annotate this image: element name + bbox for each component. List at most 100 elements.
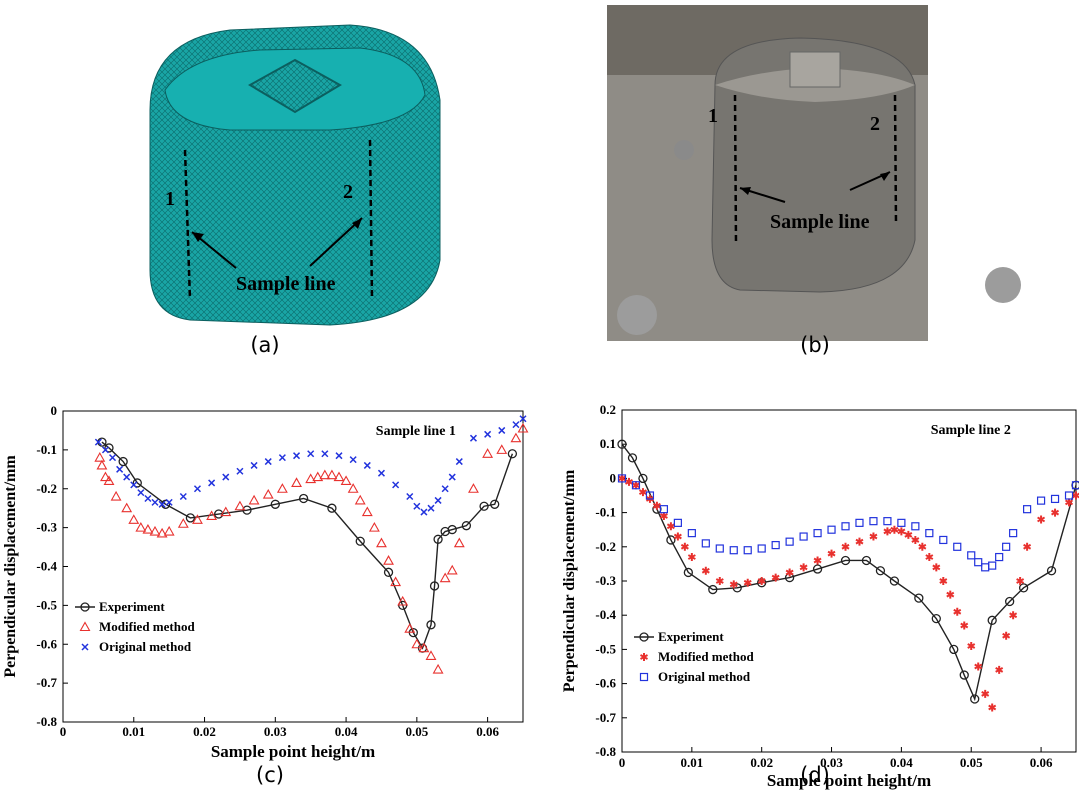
y-tick-label: 0.1 — [600, 436, 616, 451]
image-label: Sample line — [770, 211, 870, 233]
x-tick-label: 0.04 — [335, 724, 358, 739]
y-axis-label: Perpendicular displacement/mm — [2, 455, 19, 678]
legend-label: Modified method — [99, 619, 195, 634]
marker — [363, 461, 371, 469]
marker — [340, 475, 352, 486]
marker — [81, 643, 89, 651]
marker — [179, 492, 187, 501]
marker — [715, 577, 724, 585]
marker — [627, 453, 638, 463]
marker — [80, 602, 90, 612]
annotation: Sample line 2 — [931, 423, 1011, 438]
image-label: 2 — [343, 181, 353, 203]
marker — [897, 518, 906, 527]
marker — [953, 542, 962, 551]
marker — [812, 564, 823, 574]
marker — [377, 469, 385, 477]
x-tick-label: 0.02 — [750, 755, 773, 770]
marker — [355, 536, 365, 546]
marker — [144, 494, 152, 502]
marker — [911, 522, 920, 531]
marker — [490, 499, 500, 509]
marker — [461, 521, 472, 531]
marker — [918, 542, 927, 551]
marker — [967, 641, 976, 650]
marker — [687, 553, 696, 562]
legend-item: Original method — [81, 639, 192, 654]
marker — [418, 642, 430, 653]
marker — [855, 537, 864, 546]
marker — [1002, 631, 1011, 640]
y-tick-label: -0.7 — [36, 675, 57, 690]
marker — [683, 567, 694, 578]
marker — [939, 535, 948, 545]
photo: 1 2 Sample line — [607, 5, 1021, 341]
marker — [121, 502, 133, 513]
plot-frame — [62, 410, 524, 723]
legend-label: Original method — [658, 669, 751, 684]
marker — [729, 546, 738, 555]
marker — [321, 450, 329, 458]
marker — [156, 527, 168, 538]
y-tick-label: 0.2 — [600, 402, 616, 417]
marker — [448, 473, 456, 481]
marker — [236, 467, 244, 475]
marker — [960, 621, 969, 630]
marker — [897, 527, 906, 536]
marker — [453, 537, 465, 548]
y-tick-label: -0.5 — [36, 597, 57, 612]
legend-item: Modified method — [640, 649, 754, 664]
annotation: Sample line 1 — [376, 424, 456, 439]
y-tick-label: -0.3 — [36, 520, 57, 535]
marker — [799, 532, 808, 541]
x-axis-label: Sample point height/m — [211, 742, 375, 761]
marker — [94, 438, 102, 446]
marker — [904, 530, 913, 539]
marker — [96, 459, 108, 470]
marker — [177, 518, 189, 528]
series-line — [101, 441, 514, 650]
marker — [841, 522, 850, 531]
marker — [455, 458, 463, 466]
marker — [1018, 583, 1029, 593]
marker — [517, 422, 529, 433]
marker — [312, 471, 324, 482]
marker — [1002, 542, 1011, 551]
marker — [512, 421, 520, 429]
marker — [1009, 529, 1018, 538]
marker — [708, 584, 718, 595]
marker — [333, 471, 345, 482]
marker — [206, 510, 218, 521]
marker — [293, 452, 301, 460]
marker — [757, 544, 766, 553]
marker — [94, 452, 106, 462]
marker — [376, 537, 387, 548]
marker — [222, 473, 230, 481]
x-tick-label: 0 — [619, 755, 626, 770]
marker — [617, 474, 627, 483]
marker — [335, 452, 343, 460]
marker — [446, 564, 458, 575]
marker — [925, 553, 934, 562]
marker — [349, 456, 357, 464]
marker — [1065, 498, 1074, 507]
marker — [248, 494, 260, 505]
marker — [841, 542, 850, 551]
marker — [383, 555, 394, 565]
marker — [757, 577, 766, 585]
marker — [469, 434, 477, 442]
marker — [715, 544, 724, 553]
marker — [875, 566, 886, 576]
marker — [151, 498, 159, 506]
marker — [869, 517, 878, 526]
marker — [1023, 505, 1032, 514]
marker — [995, 552, 1004, 562]
marker — [135, 522, 147, 532]
marker — [771, 573, 780, 582]
marker — [631, 481, 640, 490]
legend-label: Experiment — [658, 629, 724, 644]
marker — [673, 518, 682, 527]
marker — [680, 542, 689, 551]
marker — [931, 613, 941, 624]
